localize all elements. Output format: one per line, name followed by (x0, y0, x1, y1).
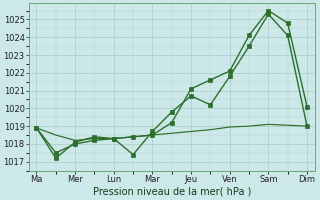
X-axis label: Pression niveau de la mer( hPa ): Pression niveau de la mer( hPa ) (92, 187, 251, 197)
